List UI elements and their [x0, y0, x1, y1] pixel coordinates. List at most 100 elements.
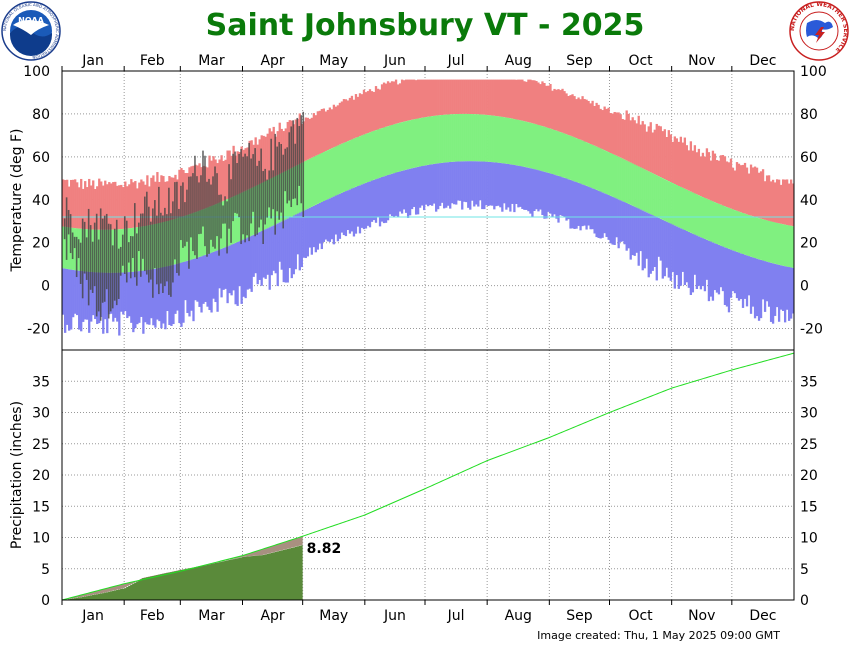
record-high-bar — [503, 79, 506, 118]
record-low-bar — [416, 166, 420, 215]
record-low-bar — [384, 175, 388, 223]
observed-temperature-bar — [218, 194, 220, 256]
normal-band-bar — [314, 155, 317, 205]
record-low-bar — [437, 163, 440, 210]
observed-temperature-bar — [107, 223, 110, 319]
observed-temperature-bar — [302, 111, 305, 218]
normal-band-bar — [559, 132, 562, 177]
normal-band-bar — [517, 119, 520, 166]
record-high-bar — [551, 90, 554, 130]
record-high-bar — [384, 83, 388, 127]
normal-band-bar — [376, 129, 380, 179]
record-low-bar — [677, 227, 680, 289]
record-low-bar — [741, 253, 745, 308]
record-high-bar — [527, 79, 530, 123]
normal-band-bar — [735, 210, 739, 252]
precipitation-month-label: Jul — [447, 608, 465, 624]
normal-band-bar — [563, 133, 566, 178]
normal-band-bar — [465, 113, 468, 162]
record-high-bar — [711, 150, 715, 202]
observed-temperature-bar — [254, 148, 256, 237]
record-high-bar — [719, 155, 723, 205]
record-low-bar — [232, 243, 235, 291]
record-low-bar — [374, 179, 378, 223]
record-high-bar — [705, 148, 709, 199]
record-low-bar — [561, 177, 564, 216]
record-high-bar — [70, 179, 73, 228]
record-high-bar — [661, 131, 664, 179]
normal-band-bar — [322, 152, 326, 202]
record-low-bar — [212, 251, 215, 299]
record-low-bar — [208, 253, 211, 311]
normal-band-bar — [529, 122, 532, 169]
record-high-bar — [763, 181, 767, 220]
temperature-month-label: Jan — [81, 53, 104, 69]
record-high-bar — [404, 79, 408, 122]
observed-temperature-bar — [280, 144, 282, 213]
normal-band-bar — [513, 119, 516, 165]
record-low-bar — [707, 240, 711, 302]
normal-band-bar — [402, 121, 406, 171]
record-low-bar — [346, 190, 350, 231]
record-low-bar — [130, 271, 133, 323]
record-low-bar — [515, 165, 518, 204]
record-low-bar — [332, 196, 336, 245]
record-low-bar — [364, 182, 368, 229]
record-high-bar — [388, 82, 392, 126]
record-high-bar — [340, 101, 344, 144]
record-high-bar — [374, 86, 378, 131]
record-low-bar — [372, 179, 376, 221]
observed-temperature-bar — [294, 143, 297, 199]
record-high-bar — [723, 156, 727, 207]
record-low-bar — [465, 161, 468, 203]
normal-band-bar — [493, 115, 496, 163]
record-high-bar — [745, 167, 749, 215]
normal-band-bar — [455, 114, 458, 162]
temperature-month-label: Mar — [198, 53, 225, 69]
observed-temperature-bar — [276, 146, 278, 212]
observed-temperature-bar — [228, 164, 230, 229]
record-low-bar — [420, 166, 424, 206]
normal-band-bar — [426, 116, 430, 165]
record-low-bar — [190, 259, 193, 311]
observed-temperature-bar — [117, 248, 120, 299]
normal-band-bar — [787, 225, 791, 268]
normal-band-bar — [551, 129, 554, 174]
observed-temperature-bar — [79, 242, 82, 284]
normal-band-bar — [541, 126, 544, 172]
record-high-bar — [426, 79, 430, 117]
record-low-bar — [747, 256, 751, 296]
temperature-panel: -20 0 20 40 60 80 100 -20 0 20 40 60 80 100 Jan Feb Ma… — [9, 53, 827, 351]
record-high-bar — [439, 79, 442, 116]
record-low-bar — [228, 245, 231, 294]
record-high-bar — [378, 89, 382, 129]
record-high-bar — [481, 79, 484, 115]
record-high-bar — [597, 104, 600, 148]
record-low-bar — [621, 201, 624, 242]
normal-band-bar — [420, 117, 424, 167]
normal-band-bar — [615, 155, 618, 199]
normal-band-bar — [599, 148, 602, 192]
record-low-bar — [445, 162, 448, 208]
record-low-bar — [713, 243, 717, 291]
record-low-bar — [703, 238, 707, 292]
record-high-bar — [785, 179, 789, 226]
chart-title: Saint Johnsbury VT - 2025 — [206, 8, 645, 43]
observed-temperature-bar — [256, 165, 258, 235]
record-high-bar — [505, 79, 508, 118]
record-high-bar — [739, 165, 743, 213]
normal-band-bar — [595, 146, 598, 190]
normal-band-bar — [679, 186, 682, 229]
record-high-bar — [336, 105, 340, 146]
record-low-bar — [242, 239, 245, 297]
normal-band-bar — [689, 191, 693, 233]
normal-band-bar — [346, 141, 350, 191]
record-high-bar — [308, 118, 311, 159]
temperature-ylabel: Temperature (deg F) — [9, 129, 25, 273]
record-low-bar — [326, 199, 330, 242]
normal-band-bar — [771, 221, 775, 264]
record-low-bar — [753, 258, 757, 319]
temperature-month-label: Jun — [383, 53, 406, 69]
record-low-bar — [683, 230, 687, 286]
record-high-bar — [320, 109, 324, 154]
